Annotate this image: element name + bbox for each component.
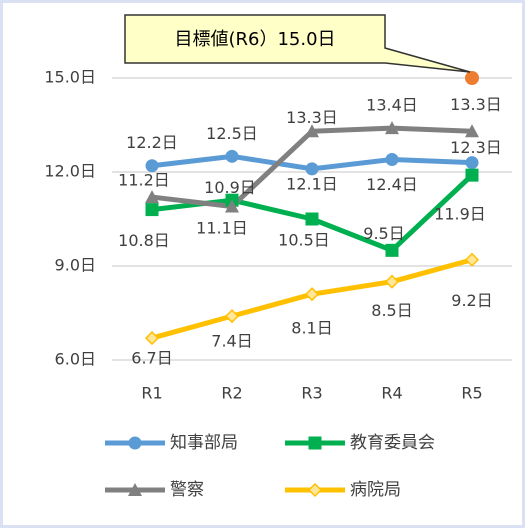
marker	[464, 252, 480, 267]
legend-label: 知事部局	[170, 433, 238, 453]
data-label: 6.7日	[131, 349, 172, 368]
y-tick-label: 12.0日	[44, 162, 96, 181]
data-label: 10.8日	[118, 231, 170, 250]
data-label: 9.5日	[363, 224, 404, 243]
x-tick-label: R3	[301, 384, 322, 403]
x-tick-label: R2	[221, 384, 242, 403]
marker	[145, 190, 159, 204]
marker	[128, 483, 142, 496]
marker	[224, 309, 240, 324]
x-tick-label: R4	[381, 384, 402, 403]
data-label: 11.1日	[196, 219, 248, 238]
marker	[307, 482, 323, 498]
callout-text: 目標値(R6）15.0日	[174, 29, 335, 50]
marker	[305, 212, 319, 226]
data-label: 13.4日	[366, 96, 418, 115]
y-tick-label: 15.0日	[44, 68, 96, 87]
legend-label: 病院局	[350, 480, 401, 500]
y-tick-label: 9.0日	[55, 256, 96, 275]
x-tick-label: R5	[461, 384, 482, 403]
data-label: 13.3日	[450, 95, 502, 114]
data-label: 9.2日	[451, 291, 492, 310]
data-label: 12.2日	[126, 133, 178, 152]
data-label: 8.5日	[371, 301, 412, 320]
data-label: 8.1日	[291, 319, 332, 338]
marker	[465, 124, 479, 138]
marker	[385, 121, 399, 135]
marker	[385, 243, 399, 257]
data-label: 7.4日	[211, 332, 252, 351]
marker	[145, 203, 159, 217]
marker	[465, 168, 479, 182]
target-marker	[465, 71, 479, 85]
legend-label: 警察	[170, 480, 204, 500]
marker	[308, 436, 322, 450]
marker	[385, 152, 399, 166]
marker	[225, 199, 239, 213]
marker	[304, 287, 320, 302]
marker	[305, 124, 319, 138]
x-tick-label: R1	[141, 384, 162, 403]
marker	[305, 162, 319, 176]
data-label: 12.4日	[366, 175, 418, 194]
marker	[225, 149, 239, 163]
marker	[144, 331, 160, 346]
y-tick-label: 6.0日	[55, 350, 96, 369]
marker	[128, 436, 142, 450]
plot-area: 6.0日 9.0日 12.0日 15.0日 R1 R2 R3 R4 R5 12.2日 12.5日 12…	[44, 68, 512, 500]
data-label: 12.5日	[206, 124, 258, 143]
data-label: 10.5日	[278, 231, 330, 250]
data-label: 12.1日	[286, 174, 338, 193]
data-label: 13.3日	[286, 108, 338, 127]
marker	[384, 274, 400, 289]
legend-label: 教育委員会	[350, 433, 435, 453]
marker	[465, 156, 479, 170]
callout-box	[124, 14, 471, 73]
data-label: 10.9日	[204, 178, 256, 197]
data-label: 11.9日	[434, 205, 486, 224]
marker	[145, 159, 159, 173]
data-label: 11.2日	[118, 171, 170, 190]
data-label: 12.3日	[450, 138, 502, 157]
